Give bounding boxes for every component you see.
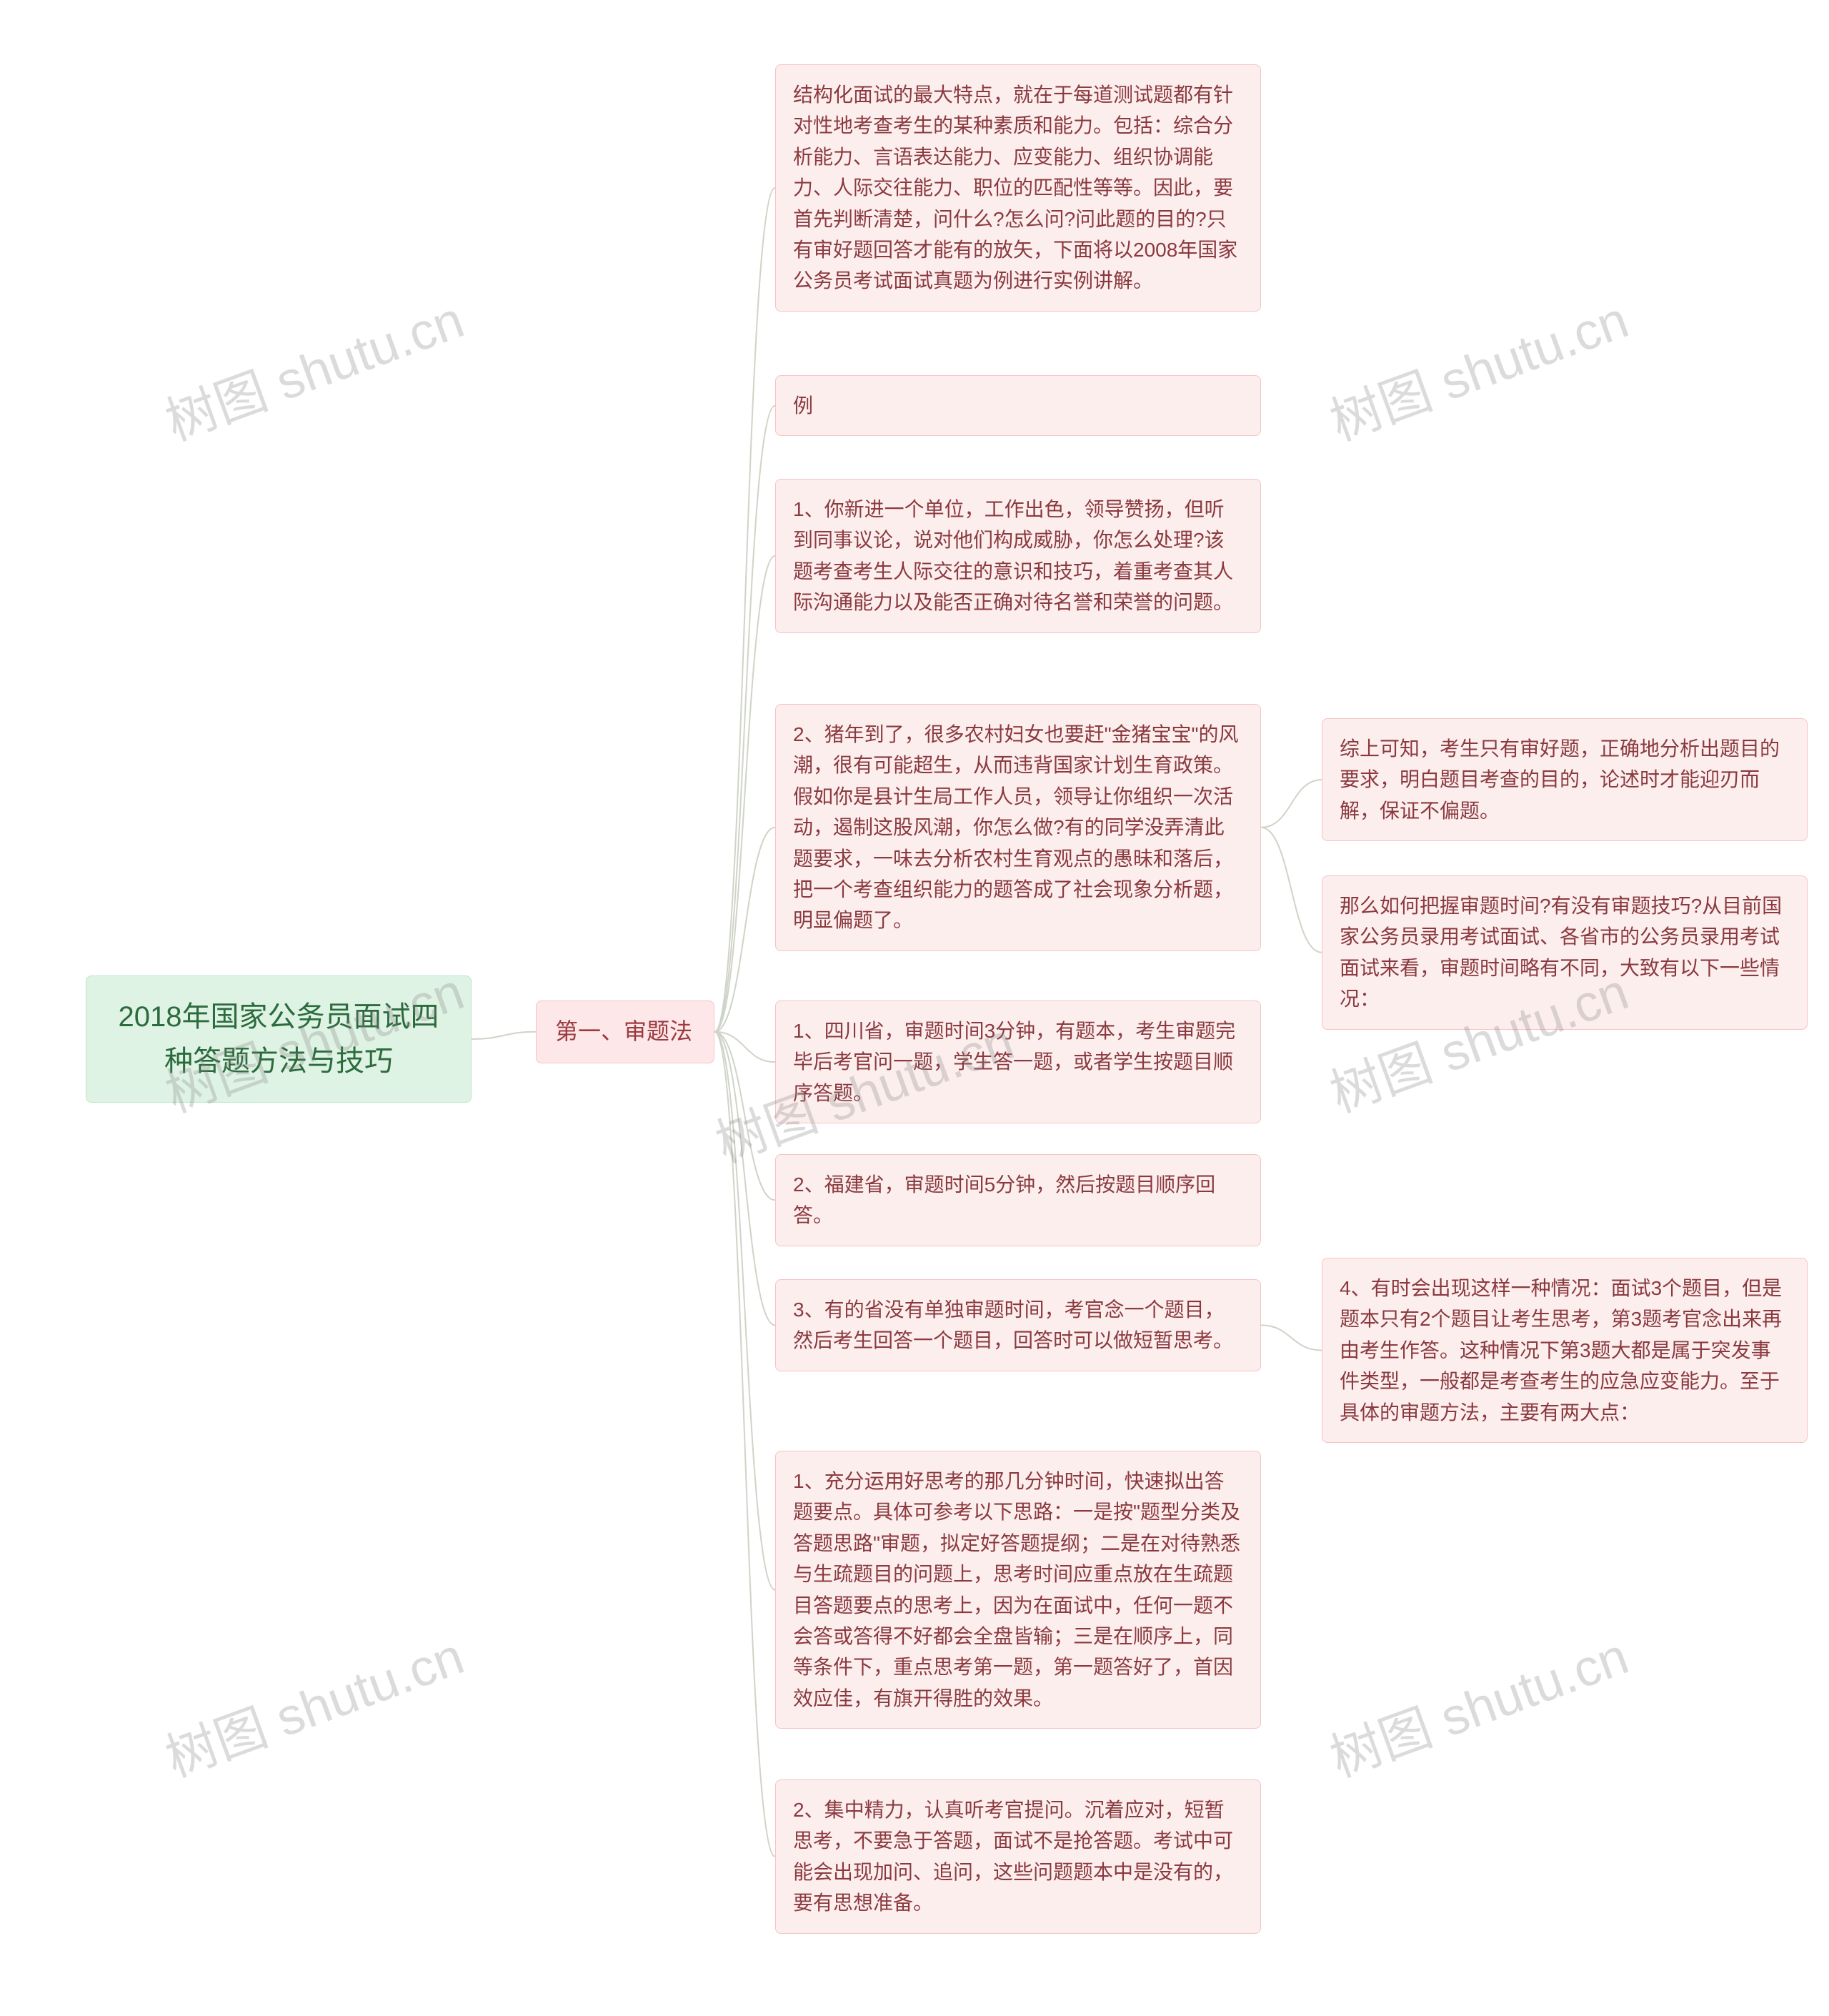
subleaf-3[interactable]: 4、有时会出现这样一种情况：面试3个题目，但是题本只有2个题目让考生思考，第3题… — [1322, 1258, 1808, 1443]
leaf-2[interactable]: 例 — [775, 375, 1261, 436]
leaf-6[interactable]: 2、福建省，审题时间5分钟，然后按题目顺序回答。 — [775, 1154, 1261, 1246]
watermark: 树图 shutu.cn — [154, 278, 472, 455]
leaf-9[interactable]: 2、集中精力，认真听考官提问。沉着应对，短暂思考，不要急于答题，面试不是抢答题。… — [775, 1779, 1261, 1934]
watermark: 树图 shutu.cn — [1318, 1614, 1637, 1792]
leaf-8[interactable]: 1、充分运用好思考的那几分钟时间，快速拟出答题要点。具体可参考以下思路：一是按"… — [775, 1451, 1261, 1729]
subleaf-1[interactable]: 综上可知，考生只有审好题，正确地分析出题目的要求，明白题目考查的目的，论述时才能… — [1322, 718, 1808, 841]
branch-1[interactable]: 第一、审题法 — [536, 1000, 714, 1063]
mindmap-root[interactable]: 2018年国家公务员面试四 种答题方法与技巧 — [86, 975, 472, 1103]
leaf-4[interactable]: 2、猪年到了，很多农村妇女也要赶"金猪宝宝"的风潮，很有可能超生，从而违背国家计… — [775, 704, 1261, 951]
leaf-5[interactable]: 1、四川省，审题时间3分钟，有题本，考生审题完毕后考官问一题，学生答一题，或者学… — [775, 1000, 1261, 1123]
watermark: 树图 shutu.cn — [1318, 278, 1637, 455]
leaf-1[interactable]: 结构化面试的最大特点，就在于每道测试题都有针对性地考查考生的某种素质和能力。包括… — [775, 64, 1261, 312]
leaf-3[interactable]: 1、你新进一个单位，工作出色，领导赞扬，但听到同事议论，说对他们构成威胁，你怎么… — [775, 479, 1261, 633]
leaf-7[interactable]: 3、有的省没有单独审题时间，考官念一个题目，然后考生回答一个题目，回答时可以做短… — [775, 1279, 1261, 1371]
root-line2: 种答题方法与技巧 — [108, 1039, 449, 1083]
root-line1: 2018年国家公务员面试四 — [108, 995, 449, 1039]
watermark: 树图 shutu.cn — [154, 1614, 472, 1792]
subleaf-2[interactable]: 那么如何把握审题时间?有没有审题技巧?从目前国家公务员录用考试面试、各省市的公务… — [1322, 875, 1808, 1030]
